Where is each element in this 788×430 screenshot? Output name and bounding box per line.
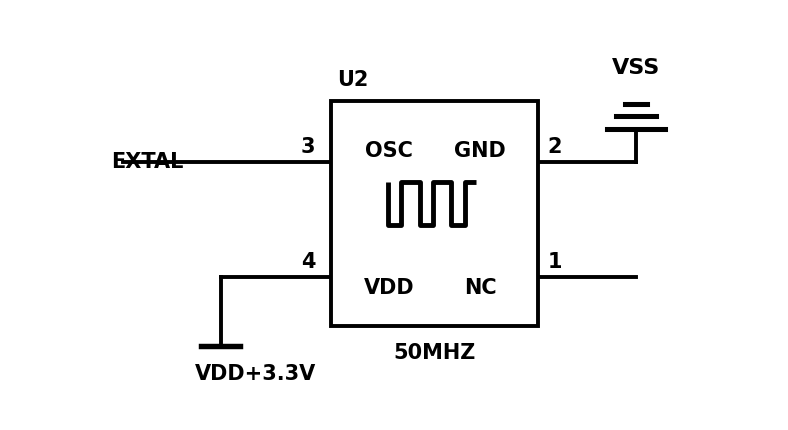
Text: VSS: VSS: [611, 58, 660, 78]
Text: 50MHZ: 50MHZ: [393, 343, 476, 363]
Text: 1: 1: [548, 252, 562, 272]
Text: EXTAL: EXTAL: [110, 152, 183, 172]
Text: OSC: OSC: [365, 141, 413, 161]
Text: VDD: VDD: [363, 278, 414, 298]
Text: VDD+3.3V: VDD+3.3V: [195, 365, 316, 384]
Bar: [331, 101, 538, 326]
Text: NC: NC: [464, 278, 496, 298]
Text: 3: 3: [301, 137, 315, 157]
Text: U2: U2: [336, 70, 368, 90]
Text: GND: GND: [454, 141, 506, 161]
Text: 4: 4: [301, 252, 315, 272]
Text: 2: 2: [548, 137, 562, 157]
